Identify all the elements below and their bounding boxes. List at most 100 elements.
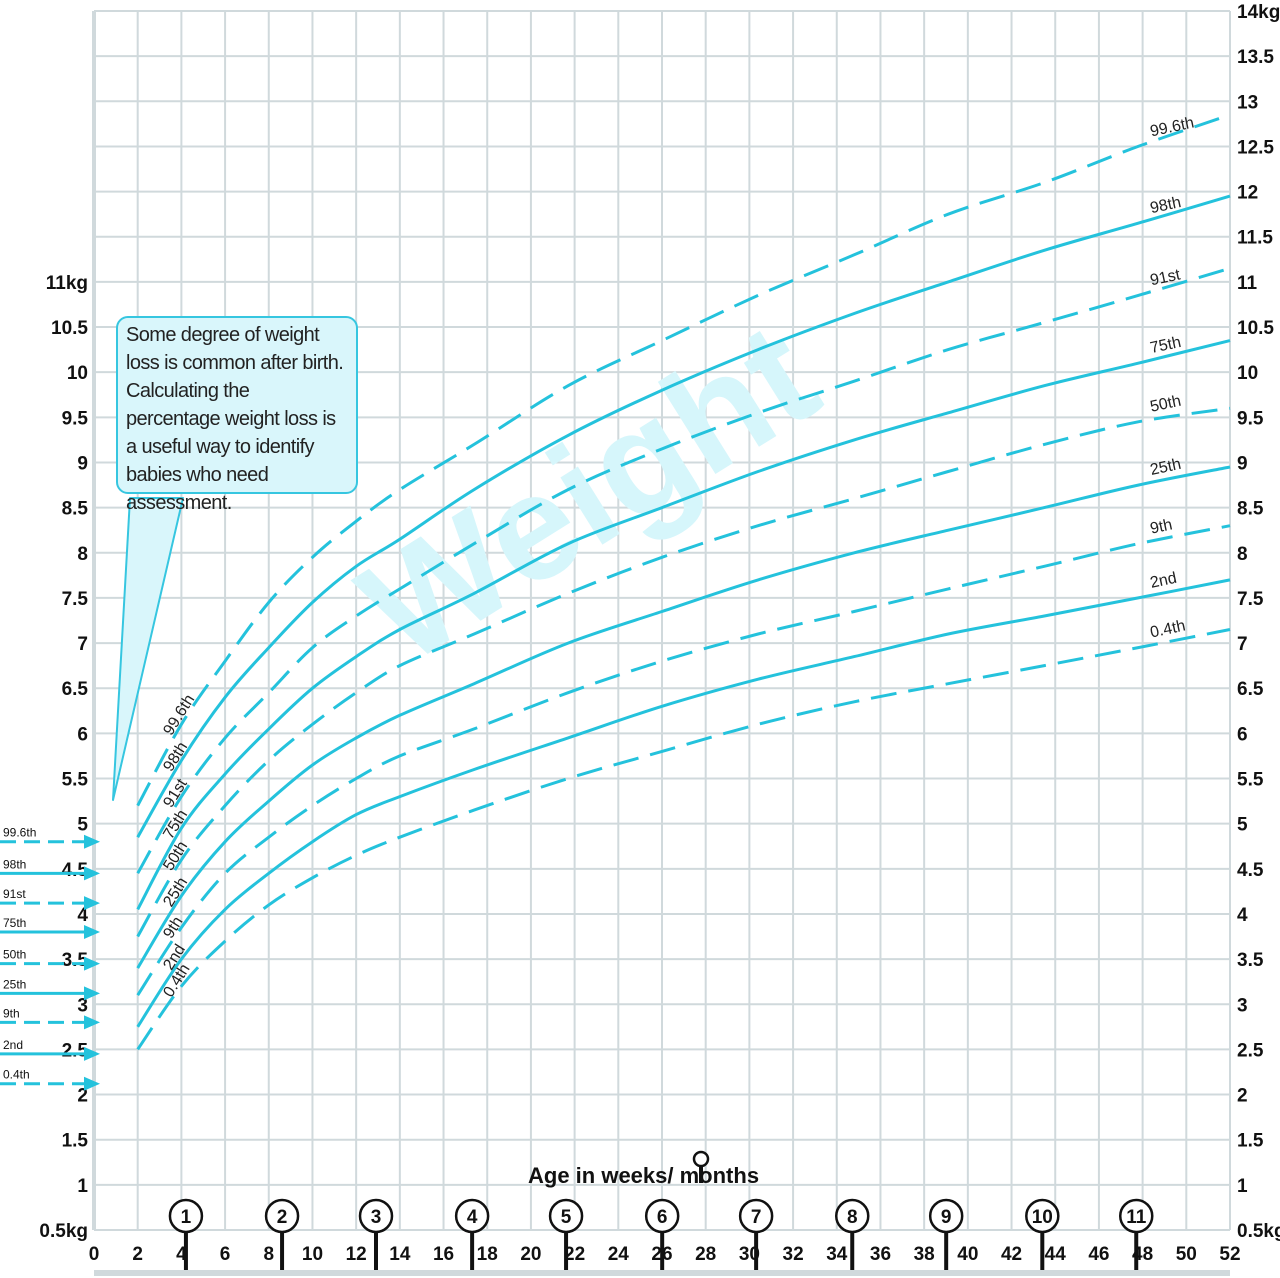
y-tick-label-left: 8.5 (62, 499, 89, 520)
birth-centile-label: 75th (3, 916, 26, 930)
x-axis-title-weeks: Age in weeks/ months (528, 1163, 759, 1188)
birth-arrow-head (84, 896, 100, 911)
curve-label-early: 9th (160, 914, 186, 942)
y-tick-label-right: 4.5 (1237, 860, 1264, 881)
x-tick-label: 18 (477, 1244, 498, 1265)
curve-label-end: 2nd (1149, 570, 1179, 592)
y-tick-label-left: 10.5 (51, 318, 88, 339)
x-tick-label: 40 (957, 1244, 978, 1265)
y-tick-label-right: 13.5 (1237, 47, 1274, 68)
y-tick-label-left: 6 (77, 724, 88, 745)
centile-curve-2nd (136, 578, 1231, 1028)
month-marker-label: 1 (181, 1207, 192, 1228)
x-tick-label: 8 (263, 1244, 274, 1265)
y-tick-label-right: 7 (1237, 634, 1248, 655)
y-tick-label-left: 3.5 (62, 950, 89, 971)
y-tick-label-left: 8 (77, 544, 88, 565)
x-tick-label: 16 (433, 1244, 454, 1265)
y-tick-label-left: 11kg (46, 273, 88, 294)
note-box: Some degree of weight loss is common aft… (116, 316, 358, 514)
y-tick-label-left: 4.5 (62, 860, 89, 881)
x-tick-label: 20 (520, 1244, 541, 1265)
y-tick-label-right: 12.5 (1237, 137, 1274, 158)
month-marker-circle (264, 1198, 300, 1234)
birth-centile-label: 2nd (3, 1038, 23, 1052)
y-axis-right: 0.5kg11.522.533.544.555.566.577.588.599.… (1237, 2, 1280, 1242)
centile-curve-9th (136, 524, 1231, 997)
x-tick-label: 38 (914, 1244, 935, 1265)
centile-curve-50th (136, 406, 1231, 938)
birth-arrow-head (84, 1015, 100, 1030)
birth-centile-label: 91st (3, 887, 26, 901)
y-tick-label-left: 4 (77, 905, 88, 926)
y-tick-label-left: 7.5 (62, 589, 89, 610)
note-callout-pointer (112, 497, 184, 801)
x-tick-label: 12 (346, 1244, 367, 1265)
y-axis-left: 0.5kg 1 1.5 2 2.5 3 3.5 4 4.5 5 5.5 6 6.5 7 7.5 8 8.5 9 9.… (39, 273, 88, 1242)
centile-curve-99.6th (136, 113, 1231, 807)
month-marker-label: 11 (1126, 1207, 1147, 1228)
curve-label-end: 9th (1149, 516, 1174, 537)
y-tick-label-right: 11 (1237, 273, 1258, 294)
y-tick-label-right: 10 (1237, 363, 1258, 384)
month-marker-label: 2 (277, 1207, 288, 1228)
month-marker-circle (1118, 1198, 1154, 1234)
y-tick-label-right: 0.5kg (1237, 1221, 1280, 1242)
month-marker-label: 3 (371, 1207, 382, 1228)
y-tick-label-left: 5.5 (62, 770, 89, 791)
month-marker-label: 10 (1032, 1207, 1053, 1228)
y-tick-label-right: 13 (1237, 92, 1258, 113)
y-tick-label-right: 4 (1237, 905, 1248, 926)
month-marker-circle (548, 1198, 584, 1234)
y-tick-label-right: 9 (1237, 453, 1248, 474)
curve-label-early: 91st (160, 776, 191, 811)
centile-curve-0.4th (136, 628, 1231, 1051)
x-axis-title: Age in weeks/ months (528, 1163, 759, 1188)
y-tick-label-left: 2.5 (62, 1040, 89, 1061)
birth-arrow-head (84, 866, 100, 881)
month-marker-label: 7 (751, 1207, 762, 1228)
x-tick-label: 6 (220, 1244, 231, 1265)
month-marker-label: 5 (561, 1207, 572, 1228)
month-marker-circle (928, 1198, 964, 1234)
y-tick-label-left: 10 (67, 363, 88, 384)
curve-label-end: 75th (1149, 334, 1183, 357)
y-tick-label-right: 2.5 (1237, 1040, 1264, 1061)
y-tick-label-right: 9.5 (1237, 408, 1264, 429)
curve-label-end: 50th (1149, 393, 1183, 416)
centile-curve-25th (136, 465, 1231, 969)
birth-arrow-head (84, 834, 100, 849)
y-tick-label-right: 1.5 (1237, 1131, 1264, 1152)
curve-label-end: 98th (1149, 194, 1183, 217)
y-tick-label-right: 8 (1237, 544, 1248, 565)
y-tick-label-right: 7.5 (1237, 589, 1264, 610)
note-text: Some degree of weight loss is common aft… (126, 324, 344, 514)
centile-curve-98th (136, 194, 1231, 838)
y-tick-label-right: 14kg (1237, 2, 1280, 23)
y-tick-label-right: 10.5 (1237, 318, 1274, 339)
centile-curves (136, 113, 1231, 1051)
x-tick-label: 28 (695, 1244, 716, 1265)
x-tick-label: 50 (1176, 1244, 1197, 1265)
curve-label-early: 99.6th (160, 692, 198, 739)
birth-centile-label: 25th (3, 977, 26, 991)
y-tick-label-left: 0.5kg (39, 1221, 88, 1242)
y-tick-label-right: 3 (1237, 995, 1248, 1016)
birth-arrow-head (84, 1076, 100, 1091)
y-tick-label-right: 6 (1237, 724, 1248, 745)
x-tick-label: 32 (783, 1244, 804, 1265)
month-marker-label: 8 (847, 1207, 858, 1228)
birth-centile-label: 50th (3, 948, 26, 962)
month-marker-label: 4 (467, 1207, 478, 1228)
birth-arrow-head (84, 986, 100, 1001)
y-tick-label-left: 1.5 (62, 1131, 89, 1152)
y-tick-label-left: 1 (77, 1176, 88, 1197)
birth-centile-label: 9th (3, 1006, 20, 1020)
y-tick-label-right: 5 (1237, 815, 1248, 836)
x-tick-label: 14 (389, 1244, 411, 1265)
month-marker-circle (168, 1198, 204, 1234)
x-tick-label: 0 (89, 1244, 100, 1265)
x-tick-label: 36 (870, 1244, 891, 1265)
y-tick-label-right: 6.5 (1237, 679, 1264, 700)
